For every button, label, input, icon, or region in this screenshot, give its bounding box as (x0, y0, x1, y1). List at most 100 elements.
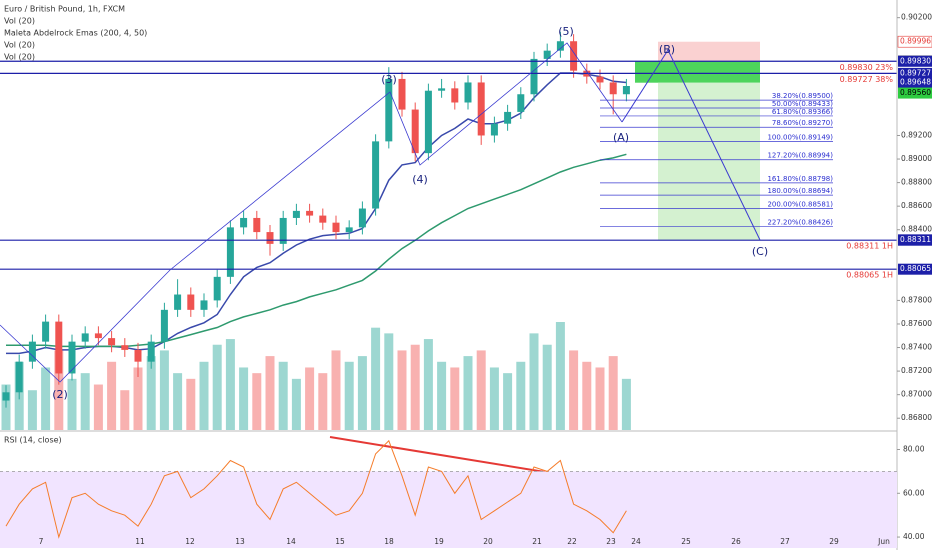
volume-bar (252, 373, 262, 430)
candle-body (81, 333, 89, 342)
price-label-box (898, 67, 932, 79)
candle-body (279, 217, 287, 244)
volume-bar (608, 356, 618, 430)
candle-body (609, 82, 617, 95)
x-tick-label: 29 (829, 537, 839, 546)
volume-bar (437, 361, 447, 430)
candle-body (424, 90, 432, 154)
candle-body (226, 227, 234, 277)
candle-body (543, 50, 551, 59)
wave-label: (2) (52, 388, 68, 401)
y-tick-label: 0.87800 (901, 295, 932, 304)
x-tick-label: 23 (606, 537, 616, 546)
price-label-box (898, 234, 932, 246)
rsi-pane (0, 439, 897, 548)
fib-label: 100.00%(0.89149) (767, 133, 833, 141)
volume-bar (27, 390, 37, 430)
rsi-line (5, 439, 627, 539)
candle-body (28, 341, 36, 362)
legend-line: Vol (20) (4, 53, 35, 62)
legend-line: Maleta Abdelrock Emas (200, 4, 50) (4, 29, 147, 38)
x-tick-label: 26 (731, 537, 741, 546)
candle-body (451, 88, 459, 103)
candle-body (121, 345, 129, 350)
volume-bar (371, 327, 381, 430)
candle-body (42, 321, 50, 342)
fib-label: 78.60%(0.89270) (772, 119, 833, 127)
price-label: 0.88311 (900, 235, 931, 244)
candle-body (332, 222, 340, 233)
rsi-title: RSI (14, close) (4, 436, 62, 445)
candle-body (504, 111, 512, 124)
price-label: 0.89648 (900, 78, 931, 87)
volume-bar (173, 373, 183, 430)
x-tick-label: 18 (384, 537, 394, 546)
position-zone (635, 61, 760, 83)
x-tick-label: 27 (780, 537, 790, 546)
volume-bar (423, 339, 433, 430)
x-tick-label: Jun (877, 537, 890, 546)
volume-bar (212, 344, 222, 430)
price-label-box (897, 35, 932, 48)
volume-bar (410, 344, 420, 430)
x-tick-label: 21 (532, 537, 542, 546)
y-tick-label: 0.87200 (901, 366, 932, 375)
volume-bar (305, 367, 315, 430)
y-tick-label: 0.89200 (901, 130, 932, 139)
fib-label: 61.80%(0.89366) (772, 108, 833, 116)
price-label-box (898, 87, 932, 99)
wave-line (0, 42, 623, 383)
x-tick-label: 13 (235, 537, 245, 546)
x-tick-label: 20 (483, 537, 493, 546)
volume-bar (225, 339, 235, 430)
candle-body (464, 82, 472, 103)
candle-body (306, 210, 314, 216)
volume-bar (120, 390, 130, 430)
candle-body (358, 208, 366, 228)
candle-body (160, 309, 168, 342)
chart-title: Euro / British Pound, 1h, FXCM (4, 5, 125, 14)
volume-bar (239, 367, 249, 430)
volume-bar (489, 367, 499, 430)
volume-bar (265, 356, 275, 430)
volume-bar (542, 344, 552, 430)
x-tick-label: 25 (681, 537, 691, 546)
x-tick-label: 24 (631, 537, 641, 546)
fib-label: 180.00%(0.88694) (767, 187, 833, 195)
volume-bar (318, 373, 328, 430)
fib-label: 50.00%(0.89433) (772, 100, 833, 108)
price-label: 0.89560 (900, 88, 931, 97)
candle-body (570, 41, 578, 71)
candle-body (411, 109, 419, 154)
projection-line (621, 48, 761, 241)
candle-body (490, 123, 498, 136)
y-tick-label: 0.89000 (901, 154, 932, 163)
volume-bar (54, 350, 64, 430)
volume-bar (291, 378, 301, 430)
volume-bar (278, 361, 288, 430)
fib-label: 227.20%(0.88426) (767, 219, 833, 227)
volume-bar (199, 361, 209, 430)
volume-bar (186, 378, 196, 430)
volume-bar (344, 361, 354, 430)
candle-body (517, 94, 525, 112)
candle-body (213, 276, 221, 301)
fib-label: 200.00%(0.88581) (767, 200, 833, 208)
volume-bar (621, 378, 631, 430)
volume-bar (569, 350, 579, 430)
volume-bar (595, 367, 605, 430)
horizontal-line-label: 0.89727 38% (840, 75, 894, 84)
fib-label: 161.80%(0.88798) (767, 175, 833, 183)
x-tick-label: 12 (185, 537, 195, 546)
volume-bar (476, 350, 486, 430)
candle-body (596, 76, 604, 83)
volume-bar (159, 350, 169, 430)
y-tick-label: 0.87000 (901, 390, 932, 399)
rsi-band (0, 471, 897, 548)
horizontal-line-label: 0.89830 23% (840, 63, 894, 72)
volume-bar (463, 356, 473, 430)
ema-line (6, 72, 627, 355)
legend-line: Vol (20) (4, 41, 35, 50)
x-tick-label: 11 (135, 537, 145, 546)
horizontal-line-label: 0.88065 1H (846, 271, 893, 280)
